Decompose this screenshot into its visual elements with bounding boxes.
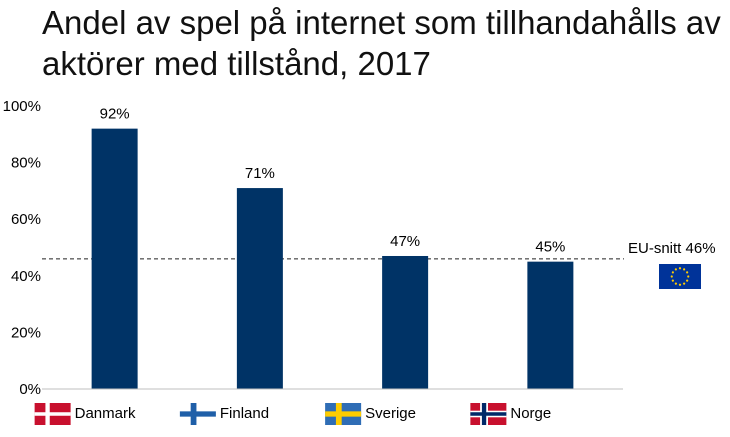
y-tick-label: 0% — [19, 381, 41, 398]
data-label-danmark: 92% — [100, 106, 130, 123]
category-label-danmark: Danmark — [75, 405, 136, 422]
y-tick-label: 40% — [11, 268, 41, 285]
eu-average-reference: EU-snitt 46% — [42, 240, 716, 289]
y-axis: 0% 20% 40% 60% 80% 100% — [3, 98, 41, 398]
y-tick-label: 80% — [11, 155, 41, 172]
category-label-norge: Norge — [510, 405, 551, 422]
denmark-flag-icon — [34, 403, 71, 425]
finland-flag-icon — [179, 403, 216, 425]
category-label-finland: Finland — [220, 405, 269, 422]
data-label-finland: 71% — [245, 165, 275, 182]
data-label-norge: 45% — [535, 239, 565, 256]
category-labels: Danmark Finland Sverige Norge — [34, 403, 551, 425]
bars — [91, 128, 574, 389]
bar-sverige — [382, 255, 429, 389]
bar-danmark — [91, 128, 138, 389]
eu-flag-icon — [659, 264, 701, 289]
data-label-sverige: 47% — [390, 233, 420, 250]
data-labels: 92% 71% 47% 45% — [100, 106, 566, 256]
category-label-sverige: Sverige — [365, 405, 416, 422]
bar-finland — [236, 188, 283, 389]
y-tick-label: 100% — [3, 98, 41, 115]
eu-average-label: EU-snitt 46% — [628, 240, 716, 257]
y-tick-label: 20% — [11, 324, 41, 341]
bar-norge — [527, 261, 574, 389]
chart-title: Andel av spel på internet som tillhandah… — [42, 4, 721, 82]
y-tick-label: 60% — [11, 211, 41, 228]
sweden-flag-icon — [325, 403, 362, 425]
norway-flag-icon — [470, 403, 507, 425]
